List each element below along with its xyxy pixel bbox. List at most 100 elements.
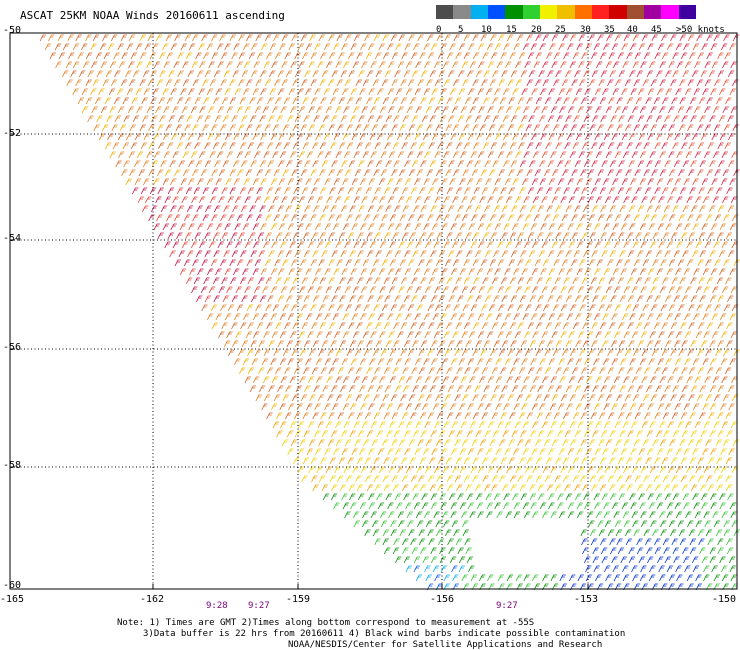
lon-label-165: -165 [0, 594, 25, 605]
wind-barb [257, 142, 264, 150]
wind-barb [370, 106, 377, 114]
wind-barb [512, 493, 519, 501]
wind-barb [475, 295, 482, 303]
wind-barb [576, 223, 583, 231]
wind-barb [377, 88, 384, 96]
wind-barb [113, 97, 121, 105]
wind-barb [572, 475, 580, 483]
wind-barb [708, 70, 716, 78]
wind-barb [631, 565, 638, 573]
wind-barb [482, 475, 489, 483]
wind-barb [278, 133, 285, 141]
wind-barb [551, 61, 558, 69]
wind-barb [446, 322, 453, 330]
wind-barb [553, 259, 560, 267]
wind-barb [290, 439, 298, 447]
wind-barb [444, 439, 451, 447]
wind-barb [496, 61, 504, 69]
wind-barb [434, 286, 441, 294]
wind-barb [259, 295, 267, 303]
wind-barb [296, 313, 304, 321]
wind-barb [508, 169, 515, 177]
wind-barb [290, 106, 297, 114]
wind-barb [374, 538, 381, 546]
wind-barb [616, 142, 624, 150]
wind-barb [640, 466, 648, 474]
wind-barb [238, 34, 245, 42]
wind-barb [639, 223, 647, 231]
wind-barb [703, 286, 710, 294]
wind-barb [646, 115, 653, 123]
wind-barb [688, 304, 695, 312]
wind-barb [565, 493, 572, 501]
wind-barb [343, 106, 350, 114]
wind-barb [367, 385, 375, 393]
wind-barb [396, 133, 404, 141]
wind-barb [391, 412, 399, 420]
wind-barb [331, 484, 338, 492]
wind-barb [442, 61, 450, 69]
wind-barb [542, 511, 549, 519]
wind-barb [500, 142, 507, 150]
wind-barb [453, 34, 460, 42]
wind-barb [692, 223, 699, 231]
wind-barb [134, 160, 141, 168]
wind-barb [567, 448, 575, 456]
wind-barb [442, 376, 450, 384]
wind-barb [660, 394, 667, 402]
wind-barb [727, 295, 734, 303]
wind-barb [401, 52, 408, 60]
wind-barb [203, 97, 210, 105]
wind-barb [479, 439, 487, 447]
wind-barb [657, 403, 665, 411]
wind-barb [235, 196, 242, 204]
wind-barb [665, 88, 672, 96]
wind-barb [269, 43, 277, 51]
wind-barb [352, 286, 360, 294]
wind-barb [620, 358, 627, 366]
wind-barb [706, 34, 713, 42]
wind-barb [427, 529, 434, 537]
wind-barb [639, 106, 647, 114]
wind-barb [474, 205, 482, 213]
wind-barb [480, 394, 488, 402]
wind-barb [264, 259, 272, 267]
wind-barb [527, 367, 535, 375]
wind-barb [505, 241, 513, 249]
wind-barb [678, 169, 685, 177]
wind-barb [267, 142, 274, 150]
wind-barb [590, 187, 598, 195]
wind-barb [245, 169, 253, 177]
wind-barb [272, 124, 280, 132]
wind-barb [602, 448, 609, 456]
wind-barb [319, 277, 326, 285]
wind-barb [277, 295, 285, 303]
wind-barb [574, 385, 582, 393]
wind-barb [301, 322, 309, 330]
wind-barb [342, 403, 350, 411]
wind-barb [562, 457, 570, 465]
wind-barb [364, 214, 371, 222]
wind-barb [290, 196, 298, 204]
wind-barb [192, 259, 199, 267]
wind-barb [623, 466, 630, 474]
wind-barb [655, 385, 662, 393]
wind-barb [305, 223, 312, 231]
wind-barb [508, 439, 515, 447]
wind-barb [308, 349, 316, 357]
legend-label: 0 [436, 25, 442, 35]
wind-barb [307, 286, 314, 294]
wind-barb [226, 241, 233, 249]
wind-barb [428, 97, 436, 105]
wind-barb [132, 187, 139, 195]
wind-barb [692, 250, 699, 258]
wind-barb [93, 124, 100, 132]
wind-barb [721, 565, 728, 573]
wind-barb [571, 169, 578, 177]
wind-barb [672, 205, 679, 213]
wind-barb [559, 574, 566, 582]
wind-barb [515, 61, 522, 69]
wind-barb [517, 439, 524, 447]
wind-barb [214, 115, 222, 123]
wind-barb [342, 313, 350, 321]
